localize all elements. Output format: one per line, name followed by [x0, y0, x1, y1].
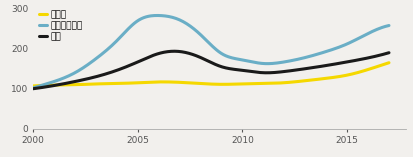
米国	[31, 88, 36, 90]
ロサンゼルス	[354, 38, 358, 40]
ロサンゼルス	[242, 60, 247, 61]
ダラス	[386, 62, 391, 64]
米国	[242, 70, 247, 72]
Line: 米国: 米国	[33, 51, 388, 89]
ロサンゼルス	[31, 87, 36, 89]
ダラス	[32, 85, 37, 87]
ロサンゼルス	[154, 15, 159, 16]
ダラス	[352, 72, 357, 74]
米国	[354, 59, 358, 61]
ダラス	[248, 83, 253, 85]
米国	[386, 52, 391, 54]
ダラス	[330, 76, 335, 78]
ダラス	[242, 83, 247, 85]
ダラス	[241, 83, 246, 85]
米国	[32, 88, 37, 89]
ロサンゼルス	[249, 61, 254, 63]
米国	[331, 63, 336, 65]
ロサンゼルス	[243, 60, 248, 62]
米国	[249, 71, 254, 73]
米国	[243, 70, 248, 72]
Line: ロサンゼルス: ロサンゼルス	[33, 16, 388, 88]
Line: ダラス: ダラス	[33, 63, 388, 86]
ロサンゼルス	[32, 87, 37, 89]
ロサンゼルス	[386, 25, 391, 27]
米国	[172, 50, 177, 52]
Legend: ダラス, ロサンゼルス, 米国: ダラス, ロサンゼルス, 米国	[38, 9, 83, 43]
ダラス	[31, 85, 36, 87]
ロサンゼルス	[331, 48, 336, 50]
